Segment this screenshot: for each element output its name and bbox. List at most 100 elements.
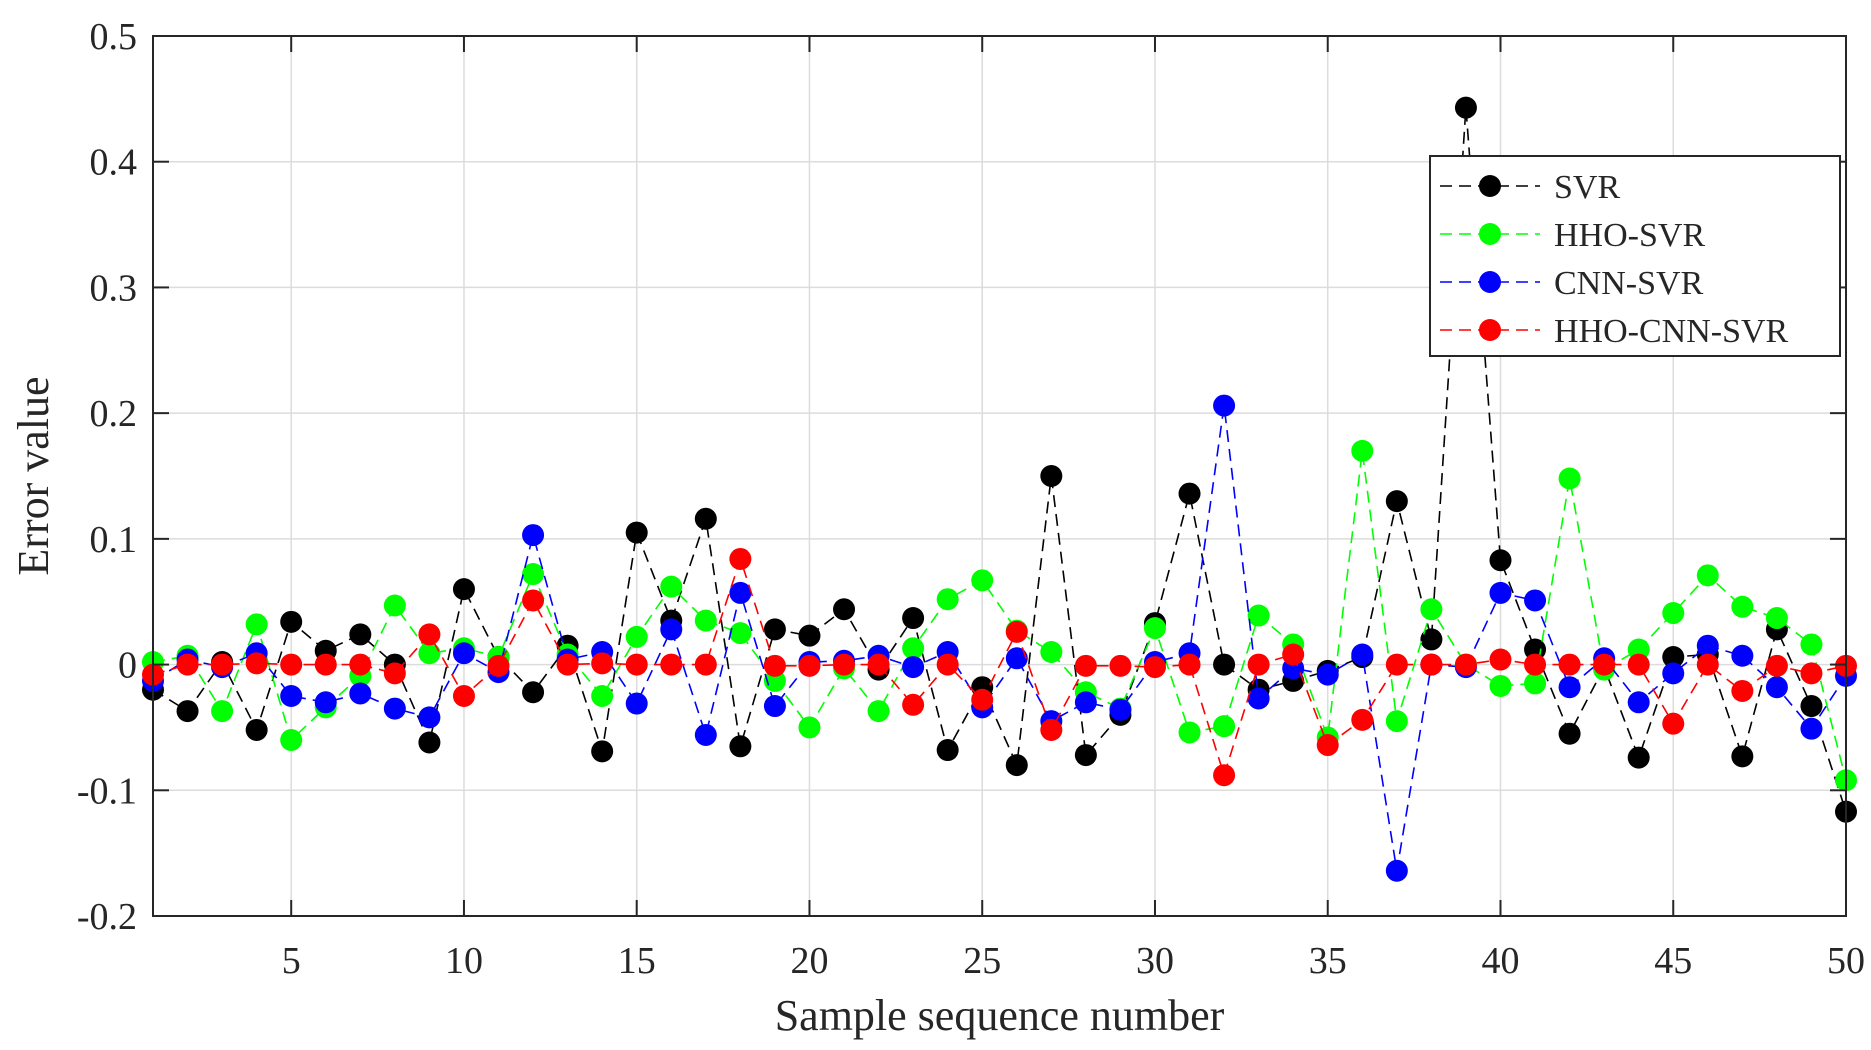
- data-point: [1385, 490, 1408, 513]
- data-point: [1178, 482, 1201, 505]
- data-point: [1765, 654, 1788, 677]
- data-point: [1351, 643, 1374, 666]
- legend-marker: [1479, 271, 1501, 293]
- x-tick-label: 30: [1136, 940, 1174, 982]
- series-line: [152, 107, 1847, 812]
- legend-label: HHO-SVR: [1554, 217, 1705, 254]
- data-point: [349, 653, 372, 676]
- data-point: [694, 609, 717, 632]
- data-point: [1040, 465, 1063, 487]
- data-point: [591, 685, 614, 707]
- data-point: [971, 569, 994, 592]
- data-point: [1627, 691, 1650, 714]
- data-point: [1316, 663, 1339, 686]
- data-point: [176, 700, 199, 723]
- data-point: [729, 547, 752, 570]
- x-tick-label: 15: [618, 940, 656, 982]
- x-tick-label: 45: [1654, 940, 1692, 982]
- data-point: [1454, 653, 1477, 676]
- data-point: [211, 653, 234, 676]
- data-point: [1731, 595, 1754, 618]
- data-point: [660, 618, 683, 641]
- data-point: [1489, 648, 1512, 671]
- data-point: [867, 653, 890, 676]
- data-point: [1627, 638, 1650, 661]
- data-point: [1040, 641, 1063, 663]
- data-point: [625, 625, 648, 648]
- x-tick-label: 25: [963, 940, 1001, 982]
- data-point: [1178, 653, 1201, 676]
- data-point: [1143, 656, 1166, 679]
- data-point: [1005, 754, 1028, 777]
- data-point: [1385, 710, 1408, 733]
- data-point: [1662, 602, 1685, 625]
- data-point: [556, 653, 579, 676]
- data-point: [1213, 764, 1236, 787]
- data-point: [1074, 744, 1097, 767]
- legend: SVR HHO-SVR CNN-SVR HHO-CNN-SVR: [1429, 155, 1841, 357]
- data-point: [729, 622, 752, 645]
- data-point: [314, 691, 337, 714]
- x-tick-label: 20: [790, 940, 828, 982]
- data-point: [763, 618, 786, 641]
- data-point: [798, 624, 821, 647]
- legend-label: CNN-SVR: [1554, 265, 1704, 302]
- data-point: [1731, 644, 1754, 667]
- data-point: [902, 656, 925, 679]
- data-point: [867, 700, 890, 723]
- data-point: [798, 716, 821, 739]
- legend-marker: [1479, 319, 1501, 341]
- data-point: [936, 588, 959, 611]
- x-tick-label: 35: [1309, 940, 1347, 982]
- data-point: [280, 610, 303, 633]
- data-point: [418, 706, 441, 729]
- legend-entry: HHO-CNN-SVR: [1440, 313, 1789, 350]
- data-point: [936, 653, 959, 676]
- data-point: [452, 578, 475, 601]
- legend-marker: [1479, 223, 1501, 245]
- data-point: [1385, 859, 1408, 882]
- data-point: [1489, 674, 1512, 697]
- y-tick-label: 0.1: [90, 519, 138, 561]
- data-point: [833, 598, 856, 621]
- data-point: [1662, 712, 1685, 735]
- data-point: [1627, 653, 1650, 676]
- data-point: [1074, 654, 1097, 677]
- data-point: [1731, 679, 1754, 702]
- data-point: [280, 653, 303, 676]
- data-point: [1282, 643, 1305, 666]
- legend-entry: CNN-SVR: [1440, 265, 1704, 302]
- legend-entry: HHO-SVR: [1440, 217, 1705, 254]
- data-point: [1662, 646, 1685, 669]
- series-layer: [142, 96, 1857, 882]
- legend-label: HHO-CNN-SVR: [1554, 313, 1789, 350]
- data-point: [763, 669, 786, 692]
- y-axis-title: Error value: [9, 376, 58, 575]
- data-point: [625, 653, 648, 676]
- data-point: [1213, 715, 1236, 738]
- data-point: [1696, 634, 1719, 657]
- y-tick-label: 0.4: [90, 142, 138, 184]
- data-point: [763, 695, 786, 718]
- data-point: [1213, 394, 1236, 417]
- data-point: [1005, 647, 1028, 670]
- data-point: [487, 654, 510, 677]
- data-point: [1178, 721, 1201, 744]
- data-point: [1074, 691, 1097, 714]
- data-point: [1247, 687, 1270, 710]
- data-point: [383, 594, 406, 617]
- data-point: [1385, 653, 1408, 676]
- data-point: [763, 654, 786, 677]
- y-tick-label: -0.2: [77, 896, 137, 938]
- data-point: [383, 697, 406, 720]
- data-point: [1489, 549, 1512, 572]
- data-point: [349, 682, 372, 705]
- data-point: [1489, 581, 1512, 604]
- data-point: [591, 740, 614, 763]
- data-point: [1420, 598, 1443, 621]
- data-point: [452, 685, 475, 707]
- data-point: [314, 653, 337, 676]
- data-point: [1454, 96, 1477, 119]
- data-point: [1800, 662, 1823, 685]
